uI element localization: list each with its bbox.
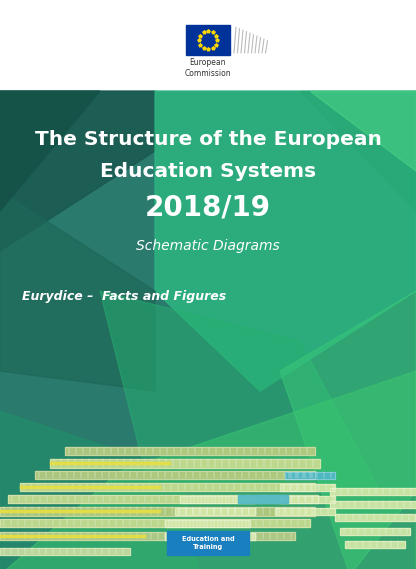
Text: Schematic Diagrams: Schematic Diagrams: [136, 239, 280, 253]
Bar: [65, 447, 315, 455]
Bar: [238, 495, 288, 503]
Bar: [285, 472, 335, 479]
Bar: [0, 532, 295, 540]
Bar: [280, 484, 335, 490]
Bar: [275, 508, 335, 514]
Bar: [335, 514, 415, 521]
Text: Education Systems: Education Systems: [100, 162, 316, 180]
Bar: [20, 483, 315, 491]
Polygon shape: [280, 291, 416, 569]
Polygon shape: [0, 371, 416, 569]
Bar: [280, 496, 335, 502]
Polygon shape: [300, 91, 416, 211]
Bar: [330, 488, 416, 494]
Polygon shape: [0, 91, 100, 211]
Polygon shape: [100, 291, 380, 491]
Bar: [167, 531, 249, 555]
Bar: [0, 519, 310, 527]
Bar: [165, 519, 250, 526]
Bar: [280, 484, 335, 490]
Polygon shape: [0, 411, 200, 569]
Bar: [335, 514, 415, 521]
Bar: [0, 0, 416, 91]
Bar: [65, 447, 315, 455]
Bar: [275, 508, 335, 514]
Bar: [165, 533, 255, 539]
Bar: [340, 527, 410, 534]
Bar: [20, 483, 315, 491]
Bar: [165, 533, 255, 539]
Bar: [8, 495, 318, 503]
Bar: [0, 510, 160, 512]
Bar: [330, 501, 416, 508]
Bar: [20, 486, 160, 488]
Bar: [175, 508, 255, 514]
Bar: [280, 496, 335, 502]
Bar: [35, 471, 315, 479]
Bar: [180, 496, 255, 502]
Bar: [186, 25, 230, 55]
Bar: [180, 496, 255, 502]
Bar: [35, 471, 315, 479]
Text: 2018/19: 2018/19: [145, 193, 271, 221]
Bar: [0, 547, 130, 555]
Bar: [50, 462, 170, 464]
Text: The Structure of the European: The Structure of the European: [35, 130, 381, 149]
Bar: [0, 519, 310, 527]
Bar: [330, 501, 416, 508]
Bar: [50, 459, 320, 468]
Bar: [345, 541, 405, 547]
Text: Education and
Training: Education and Training: [182, 536, 234, 550]
Bar: [0, 91, 416, 569]
Bar: [0, 506, 315, 516]
Text: European
Commission: European Commission: [185, 58, 231, 78]
Bar: [175, 508, 255, 514]
Bar: [285, 472, 335, 479]
Bar: [345, 541, 405, 547]
Bar: [165, 519, 250, 526]
Polygon shape: [155, 91, 416, 391]
Bar: [8, 495, 318, 503]
Bar: [0, 532, 295, 540]
Bar: [50, 459, 320, 468]
Bar: [0, 535, 145, 537]
Bar: [0, 547, 130, 555]
Text: Eurydice –  Facts and Figures: Eurydice – Facts and Figures: [22, 290, 226, 303]
Polygon shape: [0, 91, 155, 251]
Polygon shape: [310, 91, 416, 171]
Bar: [340, 527, 410, 534]
Bar: [0, 506, 315, 516]
Bar: [330, 488, 416, 494]
Polygon shape: [0, 191, 155, 391]
